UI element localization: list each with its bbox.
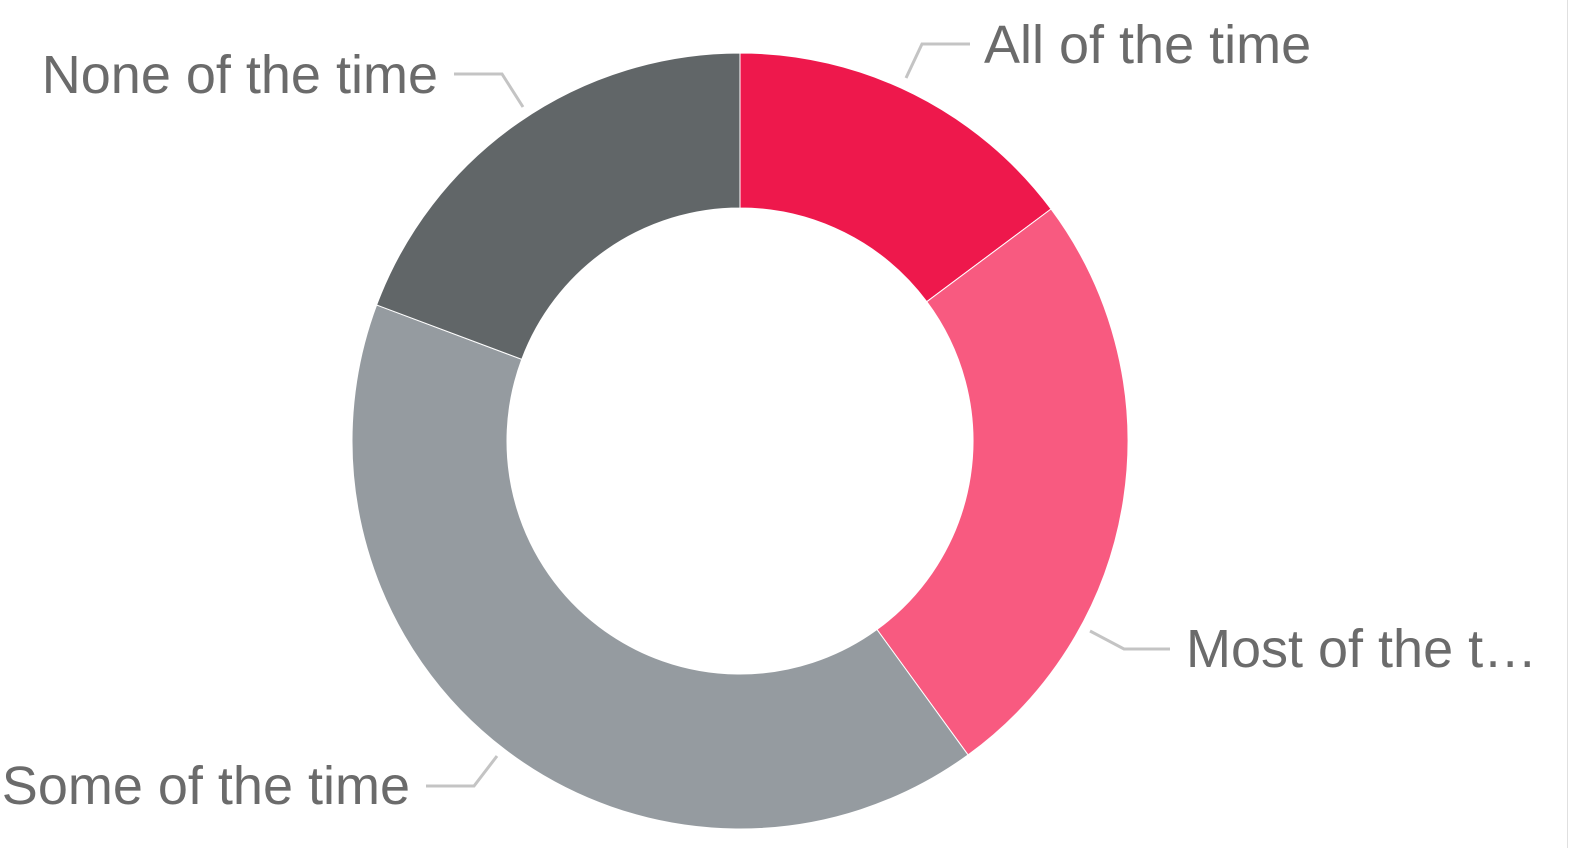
- labels-group: All of the time Most of the t… Some of the…: [2, 15, 1537, 816]
- slice-some-of-the-time: [351, 304, 969, 830]
- label-all-of-the-time: All of the time: [984, 15, 1311, 75]
- leader-line-all-of-the-time: [904, 42, 970, 79]
- leader-line-none-of-the-time: [454, 72, 525, 108]
- label-none-of-the-time: None of the time: [42, 45, 438, 105]
- leader-lines-group: [426, 42, 1170, 788]
- frame-edge-divider: [1567, 0, 1568, 848]
- leader-line-most-of-the-time: [1089, 629, 1170, 651]
- slices-group: [351, 52, 1129, 830]
- label-most-of-the-time: Most of the t…: [1186, 619, 1537, 679]
- slice-most-of-the-time: [876, 208, 1129, 756]
- leader-line-some-of-the-time: [426, 755, 499, 788]
- label-some-of-the-time: Some of the time: [2, 756, 410, 816]
- slice-none-of-the-time: [375, 52, 741, 360]
